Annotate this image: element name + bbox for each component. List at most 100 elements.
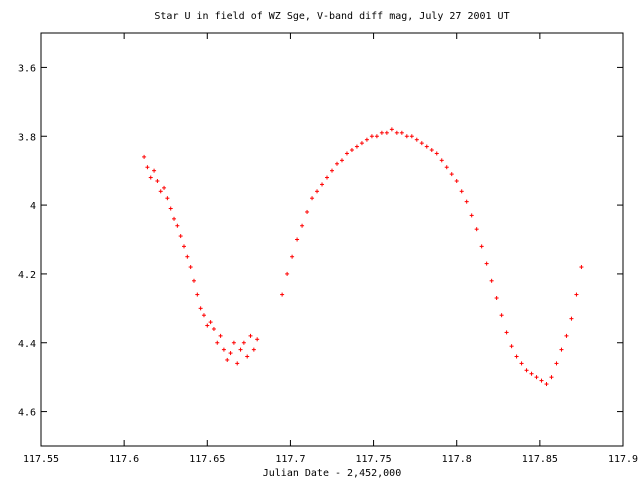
y-tick-label: 3.6: [18, 63, 36, 74]
data-point: [310, 196, 315, 201]
data-point: [459, 189, 464, 194]
data-point: [228, 351, 233, 356]
data-point: [162, 185, 167, 190]
data-point: [364, 137, 369, 142]
x-tick-label: 117.55: [23, 454, 59, 465]
data-point: [409, 134, 414, 139]
data-point: [339, 158, 344, 163]
data-point: [504, 330, 509, 335]
x-tick-label: 117.85: [522, 454, 558, 465]
data-point: [188, 265, 193, 270]
data-point: [539, 378, 544, 383]
data-point: [215, 340, 220, 345]
data-point: [569, 316, 574, 321]
data-point: [225, 357, 230, 362]
y-tick-label: 3.8: [18, 132, 36, 143]
chart-title: Star U in field of WZ Sge, V-band diff m…: [154, 11, 509, 22]
data-point: [211, 326, 216, 331]
data-point: [178, 234, 183, 239]
data-point: [469, 213, 474, 218]
x-tick-label: 117.9: [608, 454, 638, 465]
data-point: [245, 354, 250, 359]
data-point: [334, 161, 339, 166]
data-point: [524, 368, 529, 373]
data-point: [389, 127, 394, 132]
data-point: [235, 361, 240, 366]
data-point: [344, 151, 349, 156]
data-point: [221, 347, 226, 352]
data-point: [384, 130, 389, 135]
data-point: [494, 296, 499, 301]
data-point: [168, 206, 173, 211]
data-point: [354, 144, 359, 149]
data-point: [439, 158, 444, 163]
data-point: [534, 375, 539, 380]
x-tick-label: 117.65: [189, 454, 225, 465]
data-point: [248, 333, 253, 338]
data-point: [449, 172, 454, 177]
data-point: [320, 182, 325, 187]
data-point: [145, 165, 150, 170]
y-tick-label: 4.2: [18, 270, 36, 281]
data-point: [185, 254, 190, 259]
data-point: [499, 313, 504, 318]
data-point: [454, 178, 459, 183]
data-point: [464, 199, 469, 204]
data-point: [359, 141, 364, 146]
data-point: [158, 189, 163, 194]
data-point: [290, 254, 295, 259]
data-point: [241, 340, 246, 345]
x-tick-label: 117.75: [356, 454, 392, 465]
x-tick-label: 117.8: [442, 454, 472, 465]
y-tick-label: 4.6: [18, 408, 36, 419]
data-point: [191, 278, 196, 283]
x-tick-label: 117.7: [275, 454, 305, 465]
data-point: [429, 148, 434, 153]
y-axis: 3.6 3.8 4 4.2 4.4 4.6: [18, 63, 623, 419]
data-point: [374, 134, 379, 139]
data-point: [231, 340, 236, 345]
data-point: [142, 154, 147, 159]
data-point: [529, 371, 534, 376]
data-points: [142, 127, 584, 387]
data-point: [152, 168, 157, 173]
data-point: [280, 292, 285, 297]
data-point: [182, 244, 187, 249]
data-point: [484, 261, 489, 266]
data-point: [404, 134, 409, 139]
data-point: [148, 175, 153, 180]
data-point: [544, 382, 549, 387]
data-point: [198, 306, 203, 311]
data-point: [474, 227, 479, 232]
data-point: [549, 375, 554, 380]
data-point: [208, 320, 213, 325]
data-point: [349, 148, 354, 153]
data-point: [514, 354, 519, 359]
data-point: [424, 144, 429, 149]
data-point: [285, 271, 290, 276]
data-point: [255, 337, 260, 342]
data-point: [554, 361, 559, 366]
data-point: [434, 151, 439, 156]
data-point: [419, 141, 424, 146]
data-point: [394, 130, 399, 135]
data-point: [175, 223, 180, 228]
x-axis: 117.55 117.6 117.65 117.7 117.75 117.8 117.85 1…: [23, 33, 638, 465]
data-point: [251, 347, 256, 352]
data-point: [379, 130, 384, 135]
data-point: [315, 189, 320, 194]
data-point: [579, 265, 584, 270]
data-point: [172, 216, 177, 221]
data-point: [489, 278, 494, 283]
data-point: [509, 344, 514, 349]
data-point: [564, 333, 569, 338]
data-point: [165, 196, 170, 201]
data-point: [195, 292, 200, 297]
plot-frame: [40, 32, 624, 447]
data-point: [399, 130, 404, 135]
y-tick-label: 4: [30, 201, 36, 212]
data-point: [369, 134, 374, 139]
data-point: [325, 175, 330, 180]
data-point: [201, 313, 206, 318]
data-point: [479, 244, 484, 249]
